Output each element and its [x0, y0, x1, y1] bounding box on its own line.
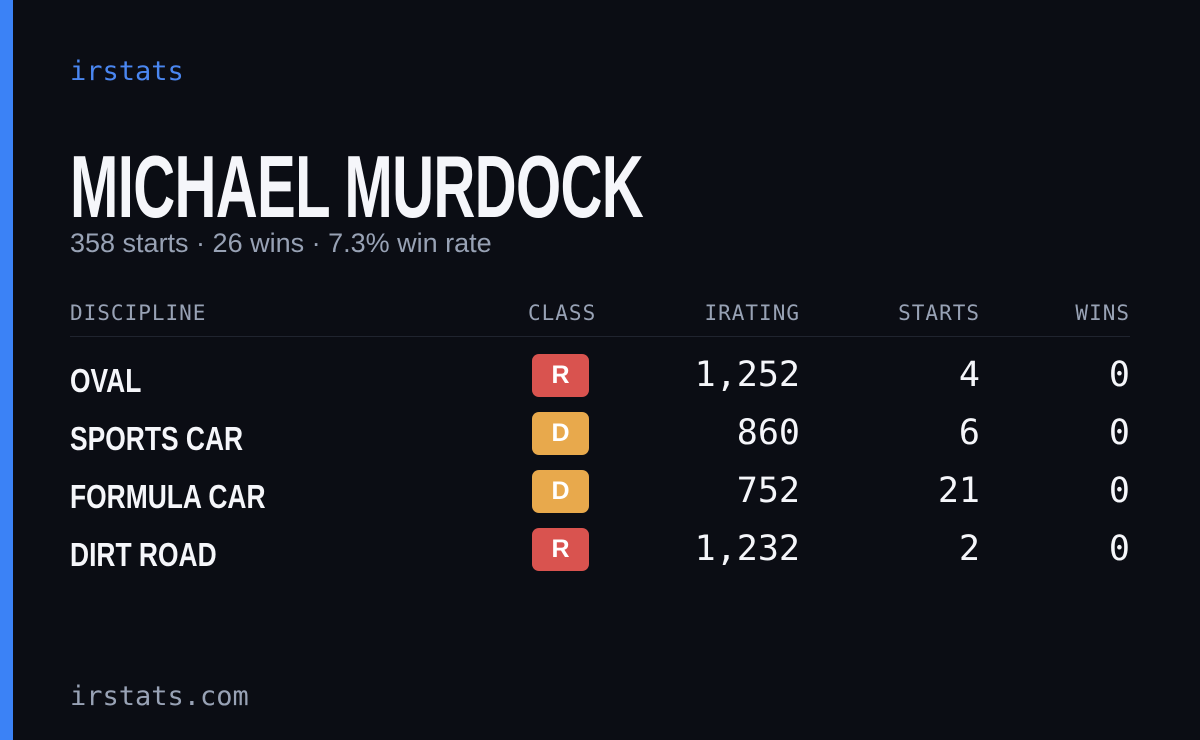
- starts: 21: [937, 471, 980, 511]
- wins: 0: [1108, 355, 1130, 395]
- column-header: DISCIPLINE: [70, 301, 207, 325]
- column-header: WINS: [1075, 301, 1130, 325]
- irating: 1,232: [694, 529, 800, 569]
- class-badge: D: [532, 470, 589, 513]
- brand: irstats: [70, 56, 184, 87]
- irating: 1,252: [694, 355, 800, 395]
- wins: 0: [1108, 413, 1130, 453]
- wins: 0: [1108, 529, 1130, 569]
- discipline: SPORTS CAR: [70, 420, 244, 457]
- starts: 6: [958, 413, 980, 453]
- footer: irstats.com: [70, 681, 249, 712]
- driver-name: MICHAEL MURDOCK: [70, 137, 644, 236]
- class-badge: D: [532, 412, 589, 455]
- starts: 2: [958, 529, 980, 569]
- column-header: STARTS: [898, 301, 980, 325]
- wins: 0: [1108, 471, 1130, 511]
- starts: 4: [958, 355, 980, 395]
- column-header: IRATING: [704, 301, 800, 325]
- header-rule: [70, 336, 1130, 337]
- summary: 358 starts · 26 wins · 7.3% win rate: [70, 228, 492, 258]
- irating: 860: [736, 413, 800, 453]
- class-badge: R: [532, 354, 589, 397]
- discipline: FORMULA CAR: [70, 478, 266, 515]
- discipline: DIRT ROAD: [70, 536, 217, 573]
- discipline: OVAL: [70, 362, 142, 399]
- irating: 752: [736, 471, 800, 511]
- accent-bar: [0, 0, 13, 740]
- column-header: CLASS: [528, 301, 597, 325]
- class-badge: R: [532, 528, 589, 571]
